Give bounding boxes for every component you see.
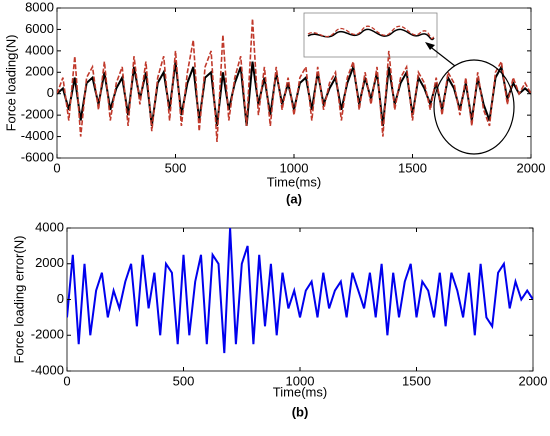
x-tick-label: 1500 — [398, 160, 427, 175]
plot-area — [56, 7, 532, 159]
y-tick-label: 2000 — [35, 255, 64, 270]
inset-decoration — [303, 12, 515, 155]
y-axis-label: Force loading error(N) — [11, 236, 26, 364]
data-line — [57, 18, 531, 142]
caption: (b) — [292, 404, 309, 419]
data-line — [67, 228, 533, 354]
x-tick-label: 500 — [173, 373, 195, 388]
x-tick-label: 1500 — [402, 373, 431, 388]
y-tick-label: 0 — [47, 85, 54, 100]
x-tick-label: 0 — [53, 160, 60, 175]
x-tick-label: 2000 — [519, 373, 548, 388]
y-tick-label: -4000 — [31, 362, 64, 377]
x-tick-label: 0 — [63, 373, 70, 388]
x-tick-label: 1000 — [286, 373, 315, 388]
y-tick-label: 4000 — [25, 42, 54, 57]
y-tick-label: -4000 — [21, 128, 54, 143]
y-tick-label: 8000 — [25, 0, 54, 14]
y-tick-label: -6000 — [21, 149, 54, 164]
x-axis-label: Time(ms) — [273, 384, 327, 399]
y-tick-label: 2000 — [25, 64, 54, 79]
y-tick-label: 4000 — [35, 219, 64, 234]
y-tick-label: -2000 — [31, 327, 64, 342]
x-tick-label: 2000 — [517, 160, 546, 175]
caption: (a) — [286, 191, 302, 206]
x-tick-label: 500 — [165, 160, 187, 175]
y-tick-label: -2000 — [21, 107, 54, 122]
y-tick-label: 6000 — [25, 21, 54, 36]
y-axis-label: Force loading(N) — [3, 35, 18, 132]
plot-area — [66, 227, 534, 372]
y-tick-label: 0 — [57, 291, 64, 306]
x-axis-label: Time(ms) — [267, 174, 321, 189]
x-tick-label: 1000 — [280, 160, 309, 175]
